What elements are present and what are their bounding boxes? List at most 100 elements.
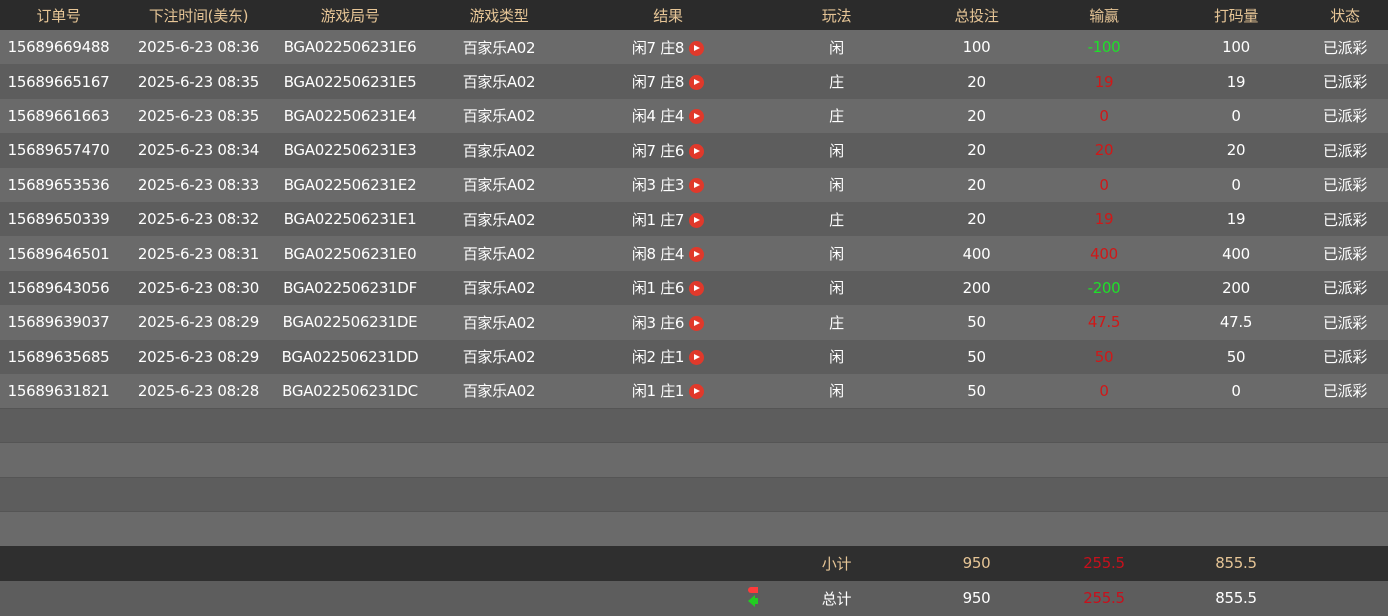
- result-text: 闲3 庄3: [631, 176, 685, 195]
- column-header[interactable]: 玩法: [821, 6, 852, 25]
- bet-type-cell: 闲: [829, 245, 844, 264]
- time-cell: 2025-6-23 08:29: [137, 347, 260, 366]
- column-header[interactable]: 打码量: [1213, 6, 1259, 25]
- result-text: 闲7 庄8: [631, 73, 685, 92]
- table-row: 15689635685 2025-6-23 08:29 BGA022506231DD…: [0, 339, 1388, 374]
- result-cell: 闲4 庄4: [578, 99, 758, 133]
- result-cell: 闲3 庄3: [578, 168, 758, 202]
- id-cell[interactable]: 15689646501: [7, 244, 110, 263]
- table-row: 15689646501 2025-6-23 08:31 BGA022506231E0…: [0, 236, 1388, 271]
- result-cell: 闲1 庄1: [578, 374, 758, 408]
- id-cell[interactable]: 15689639037: [7, 313, 110, 332]
- column-header[interactable]: 结果: [653, 6, 683, 25]
- column-header[interactable]: 状态: [1330, 6, 1360, 25]
- id-cell[interactable]: 15689657470: [7, 141, 110, 160]
- round-cell[interactable]: BGA022506231E3: [283, 141, 417, 160]
- id-cell[interactable]: 15689650339: [7, 210, 110, 229]
- status-cell: 已派彩: [1322, 107, 1368, 126]
- turnover-cell: 19: [1226, 210, 1246, 229]
- column-header[interactable]: 游戏局号: [320, 6, 380, 25]
- column-header[interactable]: 下注时间(美东): [148, 6, 249, 25]
- total-bet-cell: 20: [967, 141, 986, 160]
- play-replay-icon[interactable]: [689, 350, 705, 366]
- total-bet-cell: 400: [962, 244, 991, 263]
- round-cell[interactable]: BGA022506231DC: [282, 381, 418, 400]
- column-header[interactable]: 游戏类型: [469, 6, 529, 25]
- total-bet-cell: 20: [967, 72, 986, 91]
- column-header[interactable]: 订单号: [36, 6, 81, 25]
- table-row: 15689650339 2025-6-23 08:32 BGA022506231E1…: [0, 201, 1388, 237]
- bet-type-cell: 庄: [829, 313, 844, 332]
- id-cell[interactable]: 15689635685: [7, 347, 110, 366]
- round-cell[interactable]: BGA022506231DE: [282, 313, 418, 332]
- round-cell[interactable]: BGA022506231E1: [283, 210, 417, 229]
- bet-type-cell: 闲: [829, 348, 844, 367]
- result-cell: 闲1 庄7: [578, 202, 758, 236]
- play-replay-icon[interactable]: [689, 384, 705, 400]
- table-row: 15689631821 2025-6-23 08:28 BGA022506231DC…: [0, 373, 1388, 409]
- round-cell[interactable]: BGA022506231E2: [283, 175, 417, 194]
- win-loss-cell: 47.5: [1087, 313, 1121, 332]
- result-text: 闲7 庄8: [631, 38, 685, 57]
- play-replay-icon[interactable]: [689, 75, 705, 91]
- total-bet-cell: 20: [967, 210, 986, 229]
- game-cell: 百家乐A02: [462, 348, 536, 367]
- play-replay-icon[interactable]: [689, 247, 705, 263]
- id-cell[interactable]: 15689631821: [7, 381, 110, 400]
- round-cell[interactable]: BGA022506231E4: [283, 106, 417, 125]
- column-header[interactable]: 输赢: [1089, 6, 1119, 25]
- total-label: 总计: [821, 589, 852, 608]
- play-replay-icon[interactable]: [689, 212, 705, 228]
- status-cell: 已派彩: [1322, 73, 1368, 92]
- empty-row: [0, 408, 1388, 443]
- win-loss-cell: 0: [1099, 106, 1109, 125]
- id-cell[interactable]: 15689661663: [7, 106, 110, 125]
- id-cell[interactable]: 15689665167: [7, 72, 110, 91]
- turnover-cell: 200: [1222, 278, 1250, 297]
- time-cell: 2025-6-23 08:35: [137, 106, 260, 125]
- play-replay-icon[interactable]: [689, 281, 705, 297]
- play-replay-icon[interactable]: [689, 143, 705, 159]
- turnover-cell: 19: [1226, 72, 1246, 91]
- table-row: 15689643056 2025-6-23 08:30 BGA022506231DF…: [0, 270, 1388, 306]
- game-cell: 百家乐A02: [462, 176, 536, 195]
- game-cell: 百家乐A02: [462, 141, 536, 160]
- subtotal-row: 小计 950 255.5 855.5: [0, 545, 1388, 581]
- round-cell[interactable]: BGA022506231DF: [283, 278, 417, 297]
- game-cell: 百家乐A02: [462, 382, 536, 401]
- result-cell: 闲8 庄4: [578, 236, 758, 270]
- play-replay-icon[interactable]: [689, 178, 705, 194]
- round-cell[interactable]: BGA022506231E5: [283, 72, 417, 91]
- win-loss-cell: 0: [1099, 381, 1109, 400]
- result-text: 闲7 庄6: [631, 141, 685, 160]
- round-cell[interactable]: BGA022506231DD: [281, 347, 419, 366]
- result-cell: 闲3 庄6: [578, 305, 758, 339]
- id-cell[interactable]: 15689653536: [7, 175, 110, 194]
- play-replay-icon[interactable]: [689, 40, 705, 56]
- time-cell: 2025-6-23 08:31: [137, 244, 260, 263]
- time-cell: 2025-6-23 08:35: [137, 72, 260, 91]
- play-replay-icon[interactable]: [689, 109, 705, 125]
- turnover-cell: 50: [1226, 347, 1246, 366]
- turnover-cell: 20: [1226, 141, 1246, 160]
- play-replay-icon[interactable]: [689, 315, 705, 331]
- empty-row: [0, 477, 1388, 512]
- total-bet-cell: 20: [967, 106, 986, 125]
- status-cell: 已派彩: [1322, 348, 1368, 367]
- result-text: 闲3 庄6: [631, 313, 685, 332]
- table-row: 15689661663 2025-6-23 08:35 BGA022506231E4…: [0, 98, 1388, 134]
- time-cell: 2025-6-23 08:34: [137, 141, 260, 160]
- bet-type-cell: 庄: [829, 210, 844, 229]
- id-cell[interactable]: 15689669488: [7, 38, 110, 57]
- column-header[interactable]: 总投注: [954, 6, 999, 25]
- id-cell[interactable]: 15689643056: [7, 278, 110, 297]
- time-cell: 2025-6-23 08:28: [137, 381, 260, 400]
- refresh-swap-icon[interactable]: [748, 586, 758, 608]
- game-cell: 百家乐A02: [462, 107, 536, 126]
- game-cell: 百家乐A02: [462, 73, 536, 92]
- round-cell[interactable]: BGA022506231E6: [283, 38, 417, 57]
- round-cell[interactable]: BGA022506231E0: [283, 244, 417, 263]
- table-header: 订单号 下注时间(美东) 游戏局号 游戏类型 结果 玩法 总投注 输赢 打码量 状态: [0, 0, 1388, 30]
- turnover-cell: 0: [1231, 381, 1241, 400]
